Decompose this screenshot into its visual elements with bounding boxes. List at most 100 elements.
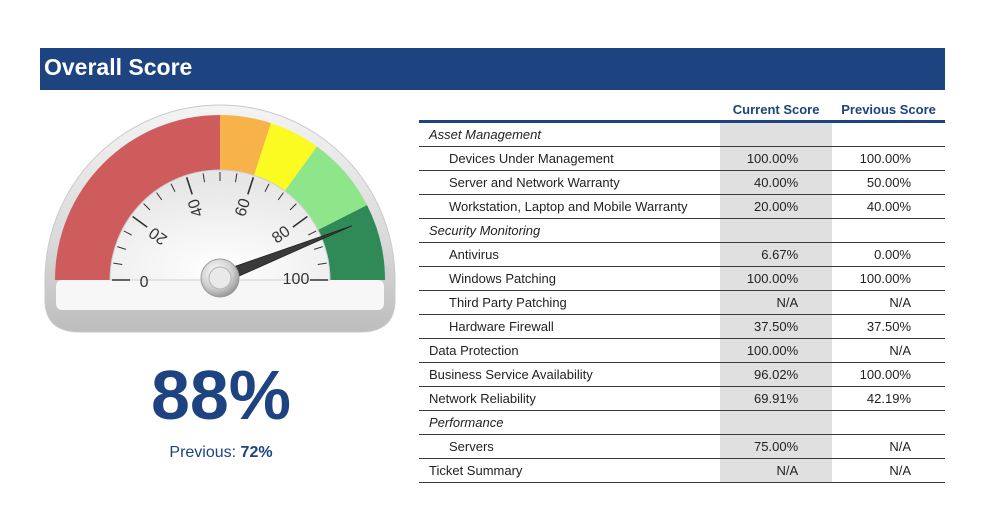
current-score-cell: 100.00% xyxy=(720,338,833,363)
table-row: Business Service Availability 96.02% 100.0… xyxy=(419,362,945,387)
previous-score-cell: 100.00% xyxy=(832,362,945,387)
table-row: Windows Patching 100.00% 100.00% xyxy=(419,266,945,291)
table-row: Performance xyxy=(419,410,945,435)
gauge-minor-tick xyxy=(277,192,284,201)
table-row: Antivirus 6.67% 0.00% xyxy=(419,242,945,267)
previous-score-cell: 100.00% xyxy=(832,266,945,291)
gauge-minor-tick xyxy=(307,230,317,236)
previous-score-cell xyxy=(832,410,945,435)
score-table: Current Score Previous Score Asset Manag… xyxy=(419,100,945,483)
current-score-cell: 6.67% xyxy=(720,242,833,267)
previous-score-cell: N/A xyxy=(832,434,945,459)
current-score-cell xyxy=(720,410,833,435)
gauge-minor-tick xyxy=(314,246,323,250)
current-score-cell xyxy=(720,121,833,147)
gauge-band-3 xyxy=(284,146,368,231)
current-score-cell: 75.00% xyxy=(720,434,833,459)
row-label: Asset Management xyxy=(419,121,721,147)
row-label: Third Party Patching xyxy=(419,290,721,315)
previous-score-cell xyxy=(832,218,945,243)
gauge-minor-tick xyxy=(264,183,270,193)
row-label: Devices Under Management xyxy=(419,146,721,171)
gauge-major-tick xyxy=(292,215,308,228)
table-row: Devices Under Management 100.00% 100.00% xyxy=(419,146,945,171)
previous-score-cell: 37.50% xyxy=(832,314,945,339)
row-label: Workstation, Laptop and Mobile Warranty xyxy=(419,194,721,219)
gauge-tick-label: 100 xyxy=(283,271,310,288)
current-score-cell: 96.02% xyxy=(720,362,833,387)
gauge-ticks xyxy=(112,172,328,281)
column-header-current-score: Current Score xyxy=(720,100,833,123)
previous-score-cell: 42.19% xyxy=(832,386,945,411)
table-body: Asset Management Devices Under Management… xyxy=(419,121,945,483)
page-title: Overall Score xyxy=(44,54,193,80)
overall-score-value: 88% xyxy=(150,356,292,434)
gauge-needle xyxy=(200,225,353,298)
current-score-cell: 100.00% xyxy=(720,266,833,291)
gauge-minor-tick xyxy=(289,203,297,211)
gauge-color-bands xyxy=(55,115,385,280)
row-label: Ticket Summary xyxy=(419,458,721,483)
gauge-major-tick xyxy=(185,177,193,195)
previous-score-cell: 100.00% xyxy=(832,146,945,171)
gauge-minor-tick xyxy=(143,203,151,211)
gauge-band-1 xyxy=(220,115,271,176)
previous-score: Previous: 72% xyxy=(40,444,402,462)
previous-score-cell: N/A xyxy=(832,338,945,363)
current-score-cell: N/A xyxy=(720,458,833,483)
gauge-band-2 xyxy=(253,123,317,192)
gauge-minor-tick xyxy=(317,262,327,266)
previous-score-cell: 40.00% xyxy=(832,194,945,219)
table-row: Server and Network Warranty 40.00% 50.00% xyxy=(419,170,945,195)
overall-score-header: Overall Score xyxy=(40,48,945,90)
column-header-label xyxy=(419,100,721,123)
row-label: Antivirus xyxy=(419,242,721,267)
score-gauge: 0 20 40 60 80 100 xyxy=(40,100,400,336)
previous-score-label: Previous: xyxy=(169,444,241,461)
gauge-tick-label: 0 xyxy=(139,272,148,289)
row-label: Network Reliability xyxy=(419,386,721,411)
column-header-previous-score: Previous Score xyxy=(832,100,945,123)
row-label: Windows Patching xyxy=(419,266,721,291)
table-row: Hardware Firewall 37.50% 37.50% xyxy=(419,314,945,339)
gauge-minor-tick xyxy=(117,246,126,250)
gauge-minor-tick xyxy=(113,262,123,266)
previous-score-cell: 50.00% xyxy=(832,170,945,195)
gauge-minor-tick xyxy=(156,192,163,201)
current-score-cell: 69.91% xyxy=(720,386,833,411)
gauge-minor-tick xyxy=(234,173,238,183)
table-header-row: Current Score Previous Score xyxy=(419,100,945,123)
gauge-minor-tick xyxy=(202,173,206,183)
gauge-major-tick xyxy=(247,177,255,195)
table-row: Workstation, Laptop and Mobile Warranty 2… xyxy=(419,194,945,219)
row-label: Hardware Firewall xyxy=(419,314,721,339)
table-row: Servers 75.00% N/A xyxy=(419,434,945,459)
table-row: Third Party Patching N/A N/A xyxy=(419,290,945,315)
gauge-tick-label: 40 xyxy=(185,197,207,219)
table-row: Network Reliability 69.91% 42.19% xyxy=(419,386,945,411)
current-score-cell: 37.50% xyxy=(720,314,833,339)
gauge-hub-center xyxy=(208,266,232,290)
current-score-cell xyxy=(720,218,833,243)
previous-score-value: 72% xyxy=(240,444,273,461)
row-label: Server and Network Warranty xyxy=(419,170,721,195)
previous-score-cell: 0.00% xyxy=(832,242,945,267)
row-label: Business Service Availability xyxy=(419,362,721,387)
gauge-minor-tick xyxy=(170,183,176,193)
gauge-tick-label: 60 xyxy=(232,196,254,218)
row-label: Performance xyxy=(419,410,721,435)
table-row: Ticket Summary N/A N/A xyxy=(419,458,945,483)
previous-score-cell: N/A xyxy=(832,290,945,315)
previous-score-cell xyxy=(832,121,945,147)
table-row: Asset Management xyxy=(419,121,945,147)
row-label: Security Monitoring xyxy=(419,218,721,243)
current-score-cell: 100.00% xyxy=(720,146,833,171)
current-score-cell: N/A xyxy=(720,290,833,315)
table-row: Security Monitoring xyxy=(419,218,945,243)
gauge-major-tick xyxy=(132,215,148,228)
current-score-cell: 20.00% xyxy=(720,194,833,219)
table-row: Data Protection 100.00% N/A xyxy=(419,338,945,363)
row-label: Data Protection xyxy=(419,338,721,363)
